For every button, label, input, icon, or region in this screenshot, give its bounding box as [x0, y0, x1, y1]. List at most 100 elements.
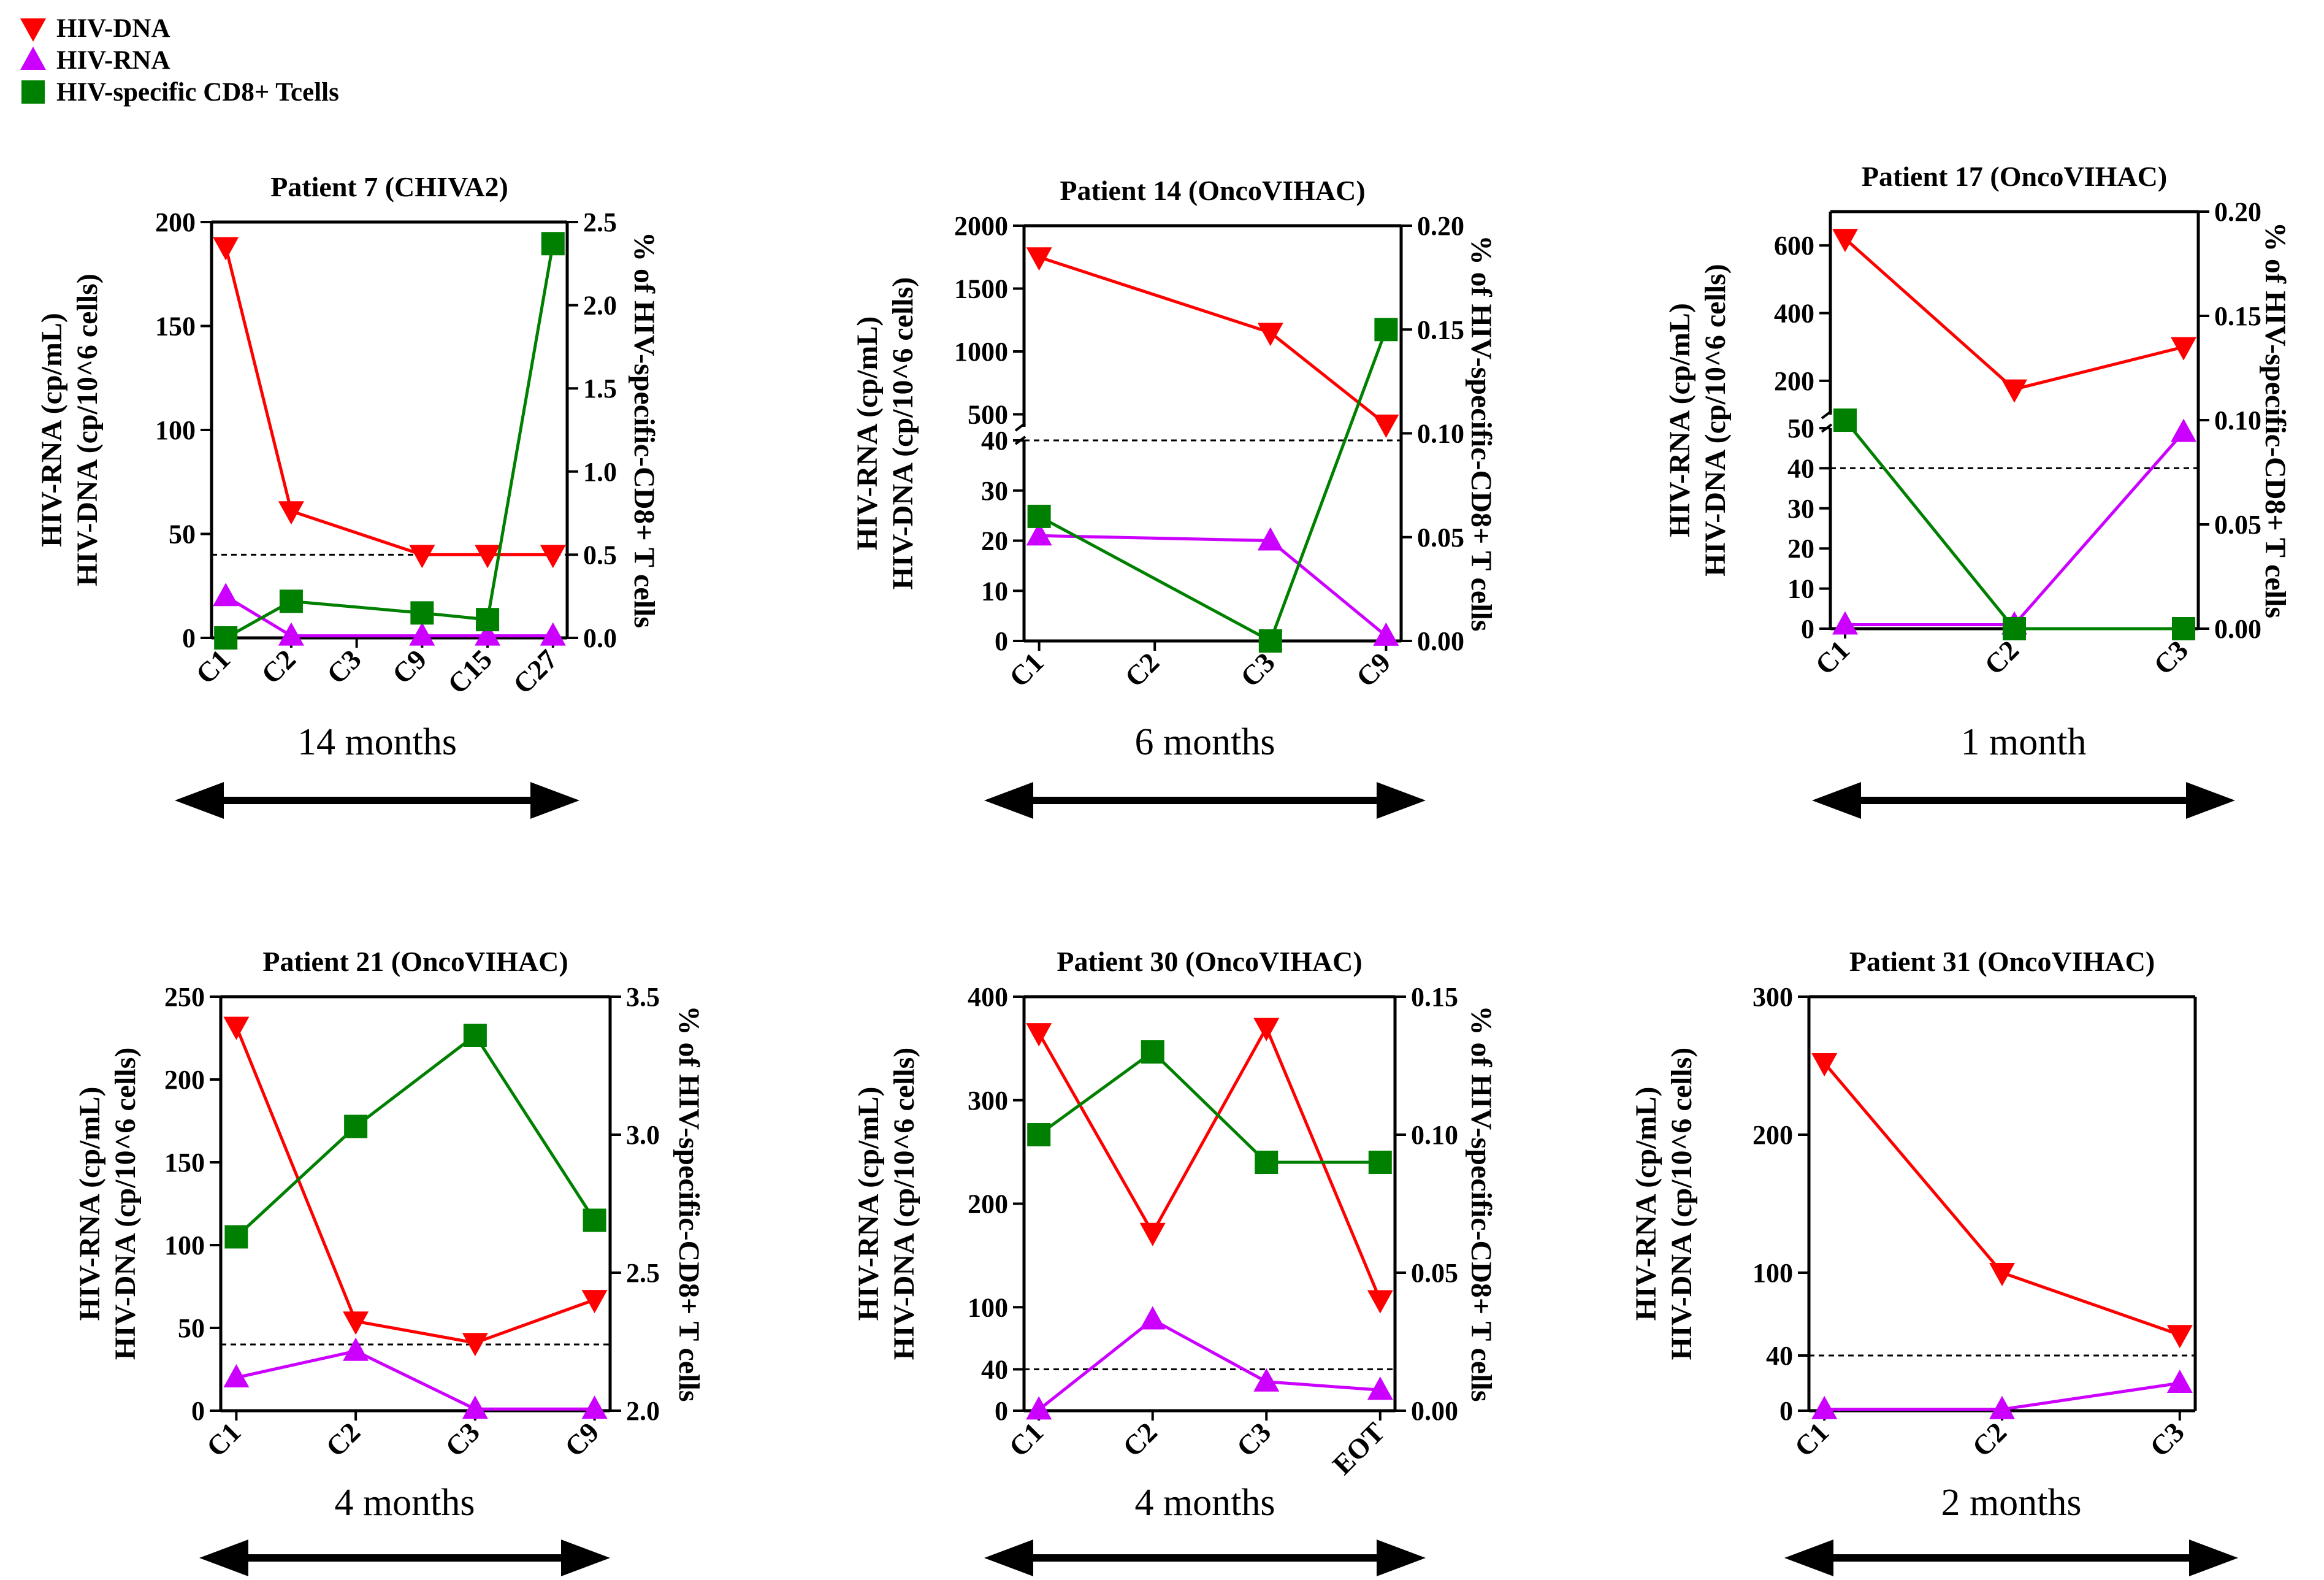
series-line	[1038, 1024, 1382, 1301]
y-axis-label-rna: HIV-RNA (cp/mL)	[36, 313, 68, 547]
x-tick-label: C2	[1966, 1416, 2012, 1463]
series-hiv-dna	[1026, 1018, 1393, 1314]
data-point	[224, 1225, 248, 1249]
series-hiv-rna	[1832, 418, 2196, 635]
y2-tick-label: 2.5	[583, 207, 617, 237]
y-tick-label: 200	[155, 207, 196, 237]
series-hiv-dna	[1811, 1053, 2193, 1349]
chart-title: Patient 30 (OncoVIHAC)	[1057, 946, 1362, 977]
y-tick-label: 200	[164, 1065, 205, 1095]
data-point	[475, 545, 501, 569]
data-point	[1026, 522, 1052, 546]
duration-label: 4 months	[1134, 1482, 1275, 1524]
y2-tick-label: 0.10	[1411, 1120, 1458, 1150]
chart-panel: 0 50 100 150 200 0.0 0.5 1.0 1.5 2.0 2.5 C1 C2 C3 C9 C1…	[36, 171, 660, 819]
data-point	[1027, 504, 1051, 528]
y-tick-label: 0	[995, 1396, 1008, 1426]
data-point	[343, 1311, 369, 1335]
series-line	[1038, 255, 1387, 426]
y2-axis-label: % of HIV-specific-CD8+ T cells	[1465, 236, 1497, 632]
data-point	[343, 1337, 369, 1361]
data-point	[1257, 527, 1283, 551]
y2-axis-label: % of HIV-specific-CD8+ T cells	[2259, 222, 2292, 618]
series-hiv-specific-cd8-tcells	[1027, 318, 1398, 653]
series-line	[1823, 1062, 2181, 1336]
data-point	[1368, 1151, 1392, 1174]
y2-tick-label: 0.15	[1411, 982, 1458, 1012]
chart-panel: 0 50 100 150 200 250 2.0 2.5 3.0 3.5 C1 C2 C3 C9 Patie…	[74, 946, 705, 1576]
data-point	[581, 1290, 608, 1314]
duration-label: 6 months	[1134, 721, 1275, 763]
x-tick-label: C2	[255, 643, 302, 690]
data-point	[1027, 1123, 1051, 1146]
x-tick-label: C27	[507, 643, 564, 700]
y-tick-label: 100	[164, 1230, 205, 1260]
data-point	[1258, 629, 1282, 653]
y-tick-label: 150	[155, 312, 196, 342]
series-hiv-rna	[213, 583, 566, 646]
x-tick-label: C9	[386, 643, 433, 690]
y-tick-label: 30	[1787, 494, 1814, 524]
y-tick-label: 200	[1774, 366, 1814, 396]
series-line	[224, 247, 553, 556]
axis-break-mark	[1014, 422, 1026, 432]
series-line	[235, 1033, 596, 1238]
duration-arrow	[984, 782, 1426, 819]
legend-label: HIV-RNA	[56, 46, 170, 75]
chart-panel: 0 10 20 30 40 50 200 400 600 0.00 0.05 0.10 0.15 0.20…	[1664, 161, 2292, 819]
x-tick-label: C3	[2147, 634, 2194, 681]
y2-tick-label: 0.00	[2214, 614, 2261, 644]
plot-frame	[1014, 224, 1403, 643]
y-tick-label: 300	[968, 1086, 1008, 1116]
data-point	[213, 583, 239, 607]
y-tick-label: 40	[981, 426, 1008, 456]
series-line	[224, 595, 553, 638]
plot-frame	[210, 220, 569, 640]
x-tick-label: C3	[1231, 1416, 1277, 1463]
series-hiv-dna	[1832, 229, 2196, 403]
arrow-head-right	[2186, 782, 2235, 819]
data-point	[2001, 379, 2027, 403]
data-point	[583, 1208, 606, 1232]
series-hiv-rna	[1026, 522, 1399, 646]
series-line	[235, 1349, 595, 1411]
data-point	[1257, 323, 1283, 347]
y-tick-label: 1000	[954, 337, 1008, 367]
y-tick-label: 150	[164, 1148, 205, 1178]
y-tick-label: 100	[968, 1292, 1008, 1322]
arrow-head-left	[984, 1540, 1033, 1576]
y-tick-label: 40	[981, 1355, 1008, 1385]
data-point	[1367, 1376, 1393, 1400]
series-line	[1038, 1049, 1380, 1164]
data-point	[1833, 408, 1857, 432]
data-point	[475, 622, 501, 646]
series-line	[1038, 1317, 1380, 1411]
y-axis-label-dna: HIV-DNA (cp/10^6 cells)	[71, 274, 104, 586]
y2-tick-label: 2.5	[626, 1258, 660, 1288]
y-axis-label-rna: HIV-RNA (cp/mL)	[74, 1087, 106, 1321]
arrow-head-right	[1377, 1540, 1426, 1576]
y2-tick-label: 1.0	[583, 457, 617, 487]
data-point	[1253, 1018, 1280, 1041]
y2-axis-label: % of HIV-specific-CD8+ T cells	[673, 1006, 705, 1402]
data-point	[462, 1333, 488, 1357]
series-hiv-dna	[1026, 247, 1399, 438]
data-point	[2171, 337, 2196, 361]
data-point	[278, 622, 304, 646]
data-point	[213, 237, 239, 261]
data-point	[1832, 611, 1858, 635]
legend-marker	[20, 18, 46, 42]
y2-tick-label: 0.05	[2214, 510, 2261, 540]
data-point	[463, 1024, 487, 1047]
y2-tick-label: 2.0	[626, 1396, 660, 1426]
duration-arrow	[175, 782, 579, 819]
duration-label: 4 months	[334, 1482, 475, 1524]
chart-title: Patient 14 (OncoVIHAC)	[1060, 175, 1365, 206]
chart-panel: 0 40 100 200 300 C1 C2 C3 Patient 31 (OncoVIHAC)…	[1630, 946, 2238, 1576]
data-point	[1989, 1263, 2015, 1286]
x-tick-label: C1	[189, 643, 236, 690]
series-hiv-specific-cd8-tcells	[1027, 1040, 1392, 1174]
arrow-head-right	[561, 1540, 610, 1576]
x-tick-label: C1	[1003, 646, 1050, 693]
y-tick-label: 600	[1774, 231, 1814, 261]
